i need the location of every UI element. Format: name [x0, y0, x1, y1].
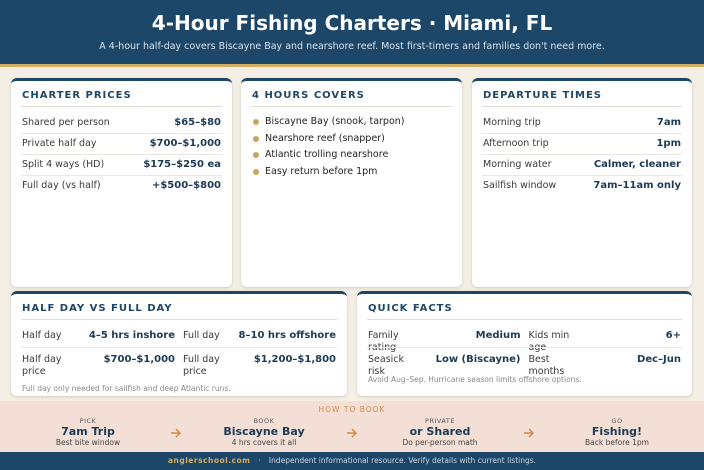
- row-value: 7am: [656, 117, 681, 128]
- step-main: 7am Trip: [61, 425, 115, 438]
- card-note: Avoid Aug–Sep. Hurricane season limits o…: [368, 375, 582, 384]
- step-main: Fishing!: [591, 425, 643, 438]
- step-main: Biscayne Bay: [223, 425, 305, 438]
- fact-value: Dec–Jun: [637, 354, 681, 365]
- row-separator: [21, 347, 337, 348]
- card-title: QUICK FACTS: [368, 303, 453, 314]
- title: 4-Hour Fishing Charters · Miami, FL: [151, 11, 553, 35]
- fact-value: $700–$1,000: [103, 354, 175, 365]
- card-title: DEPARTURE TIMES: [483, 90, 603, 101]
- fact-value: 8–10 hrs offshore: [238, 330, 336, 341]
- row-value: 7am–11am only: [593, 180, 681, 191]
- row-label: Shared per person: [22, 117, 110, 128]
- row-value: $700–$1,000: [149, 138, 221, 149]
- bullet: [253, 119, 259, 125]
- fact-label: Best months: [528, 354, 565, 377]
- step-label: PICK: [79, 417, 97, 425]
- fact-value: Low (Biscayne): [435, 354, 521, 365]
- row-label: Full day (vs half): [22, 180, 101, 191]
- charter-prices-card: CHARTER PRICES Shared per person $65–$80 Pr…: [11, 78, 232, 287]
- footer-site: anglerschool.com: [167, 456, 251, 465]
- row-value: $65–$80: [174, 117, 221, 128]
- fact-value: 4–5 hrs inshore: [88, 330, 175, 341]
- fact-value: Medium: [475, 330, 521, 341]
- card-title: CHARTER PRICES: [22, 90, 132, 101]
- divider: [367, 319, 682, 320]
- bullet: [253, 152, 259, 158]
- divider: [21, 319, 337, 320]
- footer-text: Independent informational resource. Veri…: [268, 456, 537, 465]
- how-to-book-band: [0, 401, 704, 452]
- row-label: Morning water: [483, 159, 552, 170]
- footer-band: [0, 452, 704, 470]
- divider: [482, 106, 682, 107]
- step-sub: Best bite window: [55, 438, 121, 447]
- subtitle: A 4-hour half-day covers Biscayne Bay an…: [99, 41, 605, 52]
- card-title: HALF DAY VS FULL DAY: [22, 303, 173, 314]
- row-value: $175–$250 ea: [143, 159, 221, 170]
- departure-times-card: DEPARTURE TIMES Morning trip 7am Afternoon …: [472, 78, 692, 287]
- divider: [251, 106, 452, 107]
- row-separator: [482, 133, 682, 134]
- bullet: [253, 168, 259, 175]
- header: [0, 0, 704, 67]
- step-main: or Shared: [409, 425, 471, 438]
- bullet: [253, 135, 259, 142]
- row-label: Morning trip: [483, 117, 541, 128]
- row-separator: [21, 175, 222, 176]
- fact-value: 6+: [665, 330, 681, 341]
- cover-item: Biscayne Bay (snook, tarpon): [265, 116, 405, 127]
- step-label: BOOK: [253, 417, 275, 425]
- row-value: Calmer, cleaner: [593, 159, 681, 170]
- row-label: Private half day: [22, 138, 97, 149]
- fact-label: Half day: [22, 330, 62, 341]
- step-sub: Do per-person math: [402, 438, 478, 447]
- arrow: [347, 428, 358, 438]
- cover-item: Atlantic trolling nearshore: [265, 149, 389, 160]
- arrow: [523, 428, 534, 438]
- fact-label: Full day price: [183, 354, 220, 377]
- row-value: +$500–$800: [151, 180, 221, 191]
- card-note: Full day only needed for sailfish and de…: [22, 384, 231, 393]
- row-separator: [367, 347, 682, 348]
- step-sub: 4 hrs covers it all: [231, 438, 297, 447]
- card-title: 4 HOURS COVERS: [252, 90, 365, 101]
- row-value: 1pm: [656, 138, 681, 149]
- cover-item: Easy return before 1pm: [265, 165, 378, 177]
- divider: [21, 106, 222, 107]
- fact-label: Full day: [183, 330, 220, 341]
- fact-label: Seasick risk: [368, 354, 405, 377]
- step-label: PRIVATE: [425, 417, 455, 425]
- step-sub: Back before 1pm: [585, 438, 649, 447]
- book-title: HOW TO BOOK: [318, 405, 386, 414]
- footer-line: anglerschool.com · Independent information…: [0, 456, 704, 465]
- row-separator: [482, 154, 682, 155]
- row-label: Afternoon trip: [483, 138, 549, 149]
- row-label: Sailfish window: [483, 180, 557, 191]
- row-separator: [21, 154, 222, 155]
- row-separator: [482, 175, 682, 176]
- covers-card: 4 HOURS COVERS Biscayne Bay (snook, tarpo…: [241, 78, 462, 287]
- quick-facts-card: QUICK FACTS Family rating Medium Kids min a…: [357, 291, 692, 396]
- cover-item: Nearshore reef (snapper): [265, 132, 385, 144]
- step-label: GO: [611, 417, 623, 425]
- row-separator: [21, 133, 222, 134]
- fact-value: $1,200–$1,800: [253, 354, 336, 365]
- row-label: Split 4 ways (HD): [22, 159, 105, 170]
- fact-label: Half day price: [22, 354, 62, 377]
- arrow: [171, 428, 182, 438]
- footer-separator: ·: [258, 456, 261, 465]
- half-vs-full-card: HALF DAY VS FULL DAY Half day 4–5 hrs insh…: [11, 291, 347, 396]
